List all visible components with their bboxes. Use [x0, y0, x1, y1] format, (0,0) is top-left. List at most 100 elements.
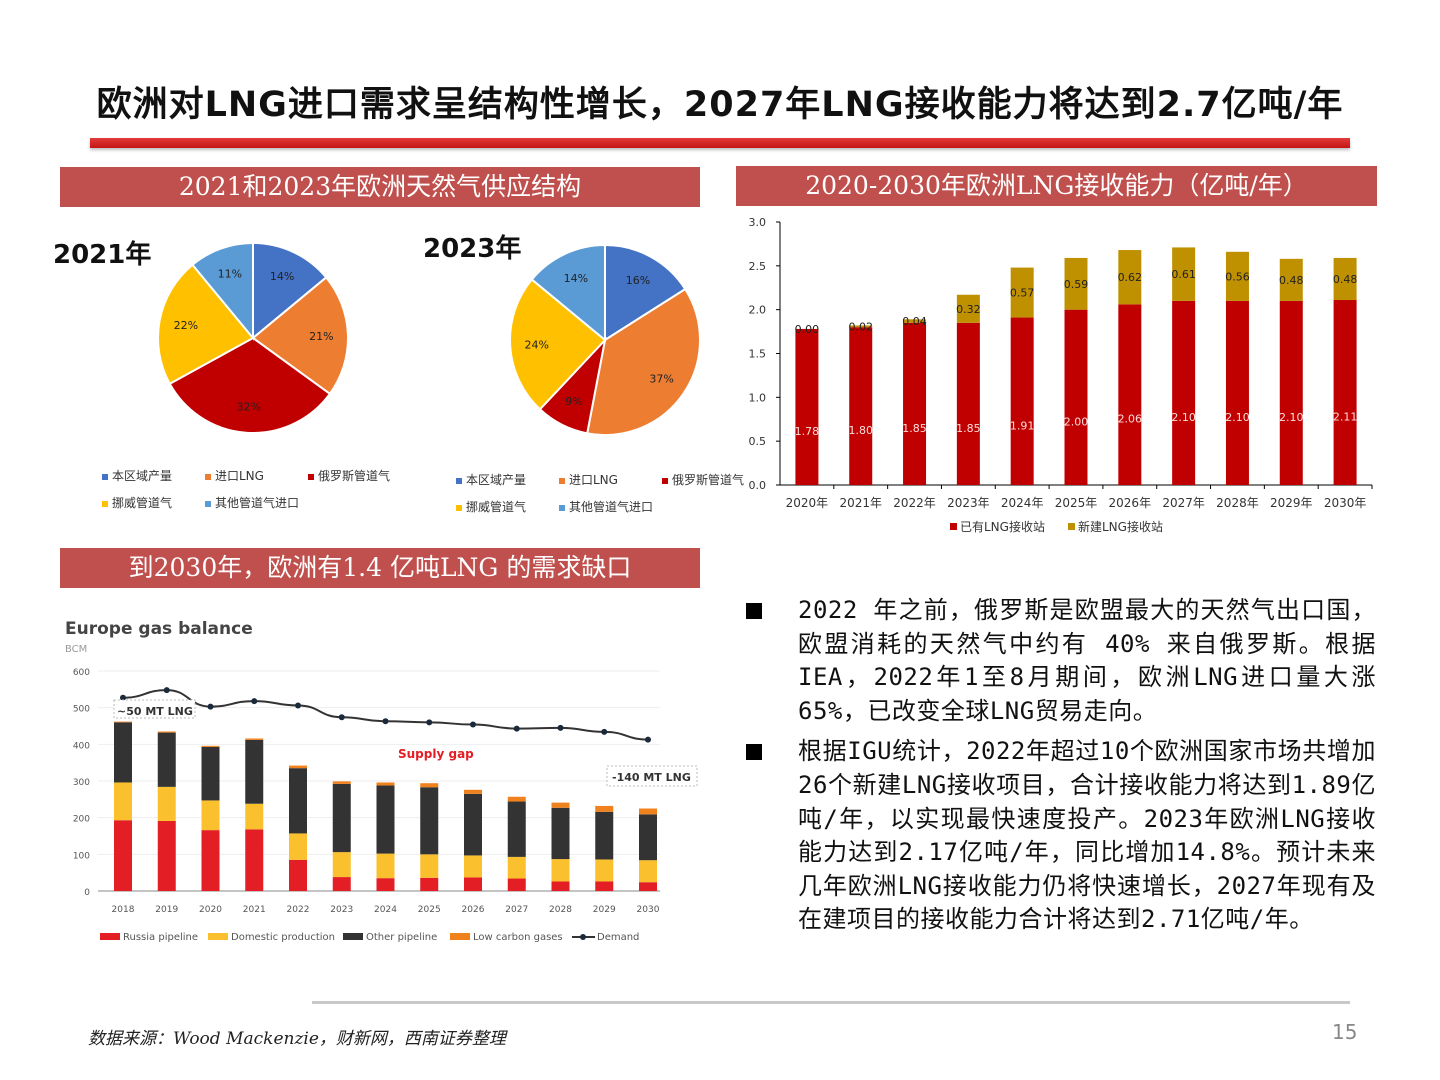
bar-segment: [289, 859, 307, 891]
bar-segment: [1333, 300, 1357, 485]
bar-segment: [595, 811, 614, 860]
bar-segment: [595, 859, 614, 882]
bar-data-label: 2.10: [1225, 411, 1250, 424]
legend-swatch: [205, 473, 211, 480]
bar-segment: [114, 782, 132, 821]
bar-segment: [1118, 250, 1142, 305]
legend-swatch: [662, 477, 668, 484]
bar-data-label: 0.48: [1333, 273, 1358, 286]
x-tick-label: 2029: [593, 905, 616, 915]
bar-segment: [376, 785, 395, 854]
x-tick-label: 2028年: [1216, 496, 1259, 510]
bar-segment: [464, 877, 482, 891]
bar-segment: [956, 294, 980, 323]
bar-segment: [1064, 257, 1088, 310]
bar-segment: [903, 319, 927, 323]
pie-slice: [509, 278, 607, 411]
y-tick-label: 400: [73, 741, 90, 751]
bar-segment: [245, 739, 264, 804]
x-tick-label: 2027年: [1162, 496, 1205, 510]
page-title: 欧洲对LNG进口需求呈结构性增长，2027年LNG接收能力将达到2.7亿吨/年: [96, 85, 1344, 125]
x-tick-label: 2026: [462, 905, 485, 915]
x-tick-label: 2029年: [1270, 496, 1313, 510]
bar-segment: [551, 859, 570, 882]
bar-segment: [551, 881, 570, 891]
legend-item: 进口LNG: [205, 467, 308, 484]
europe-gas-balance-chart: Europe gas balance BCM 0 100 200 300 400 500 600…: [65, 619, 698, 943]
legend-label: 其他管道气进口: [215, 496, 300, 510]
annotation-box: [606, 765, 698, 787]
demand-point: [557, 724, 564, 731]
bar-segment: [464, 793, 482, 856]
legend-swatch: [102, 473, 108, 480]
legend-label: 新建LNG接收站: [1078, 519, 1163, 534]
bar-data-label: 1.91: [1010, 419, 1035, 432]
legend-item: 进口LNG: [559, 471, 662, 488]
bar-segment: [1010, 267, 1034, 318]
demand-point: [382, 718, 389, 725]
demand-point: [426, 719, 433, 726]
commentary-text: 2022 年之前，俄罗斯是欧盟最大的天然气出口国，欧盟消耗的天然气中约有 40%…: [746, 590, 1386, 937]
bar-segment: [595, 881, 614, 891]
bar-segment: [201, 830, 220, 891]
legend-item: 其他管道气进口: [205, 494, 308, 511]
y-tick-label: 0.5: [749, 435, 767, 448]
demand-line: [122, 689, 649, 741]
bar-segment: [639, 814, 657, 861]
y-tick-label: 100: [73, 851, 90, 861]
pie-slice: [168, 336, 332, 434]
bar-segment: [507, 796, 526, 802]
legend-label: Russia pipeline: [123, 932, 198, 943]
bar-segment: [849, 325, 873, 328]
bar-segment: [507, 801, 526, 857]
x-tick-label: 2020年: [786, 496, 829, 510]
legend-label: Low carbon gases: [473, 932, 563, 943]
legend-item: 俄罗斯管道气: [662, 471, 757, 488]
x-tick-label: 2028: [549, 905, 572, 915]
pie-2023-label: 2023年: [423, 234, 522, 264]
bar-segment: [332, 852, 351, 878]
bar-segment: [1225, 300, 1249, 485]
x-tick-label: 2024年: [1001, 496, 1044, 510]
x-tick-label: 2023年: [947, 496, 990, 510]
bar-segment: [551, 807, 570, 860]
demand-point: [251, 698, 258, 705]
pie-data-label: 37%: [649, 372, 673, 385]
legend-swatch: [208, 933, 228, 940]
y-tick-label: 300: [73, 778, 90, 788]
legend-label: 俄罗斯管道气: [318, 469, 391, 483]
bar-data-label: 1.85: [902, 422, 927, 435]
legend-swatch: [456, 504, 462, 511]
legend-swatch: [456, 477, 462, 484]
x-tick-label: 2024: [374, 905, 397, 915]
chart-title: Europe gas balance: [65, 619, 253, 639]
pie-slice: [252, 241, 328, 341]
x-tick-label: 2018: [112, 905, 135, 915]
legend-label: 俄罗斯管道气: [672, 473, 745, 487]
bar-segment: [1172, 247, 1196, 301]
demand-point: [120, 694, 126, 701]
legend-item: 本区域产量: [456, 471, 559, 488]
demand-point: [163, 687, 170, 694]
pie-slice: [604, 243, 687, 342]
pie-data-label: 14%: [270, 270, 294, 283]
bar-segment: [201, 745, 220, 747]
bar-segment: [903, 322, 927, 485]
bar-segment: [420, 877, 439, 891]
legend-item: 本区域产量: [102, 467, 205, 484]
x-tick-label: 2019: [155, 905, 178, 915]
y-tick-label: 0.0: [749, 479, 767, 492]
bar-segment: [507, 856, 526, 879]
legend-swatch: [343, 933, 363, 940]
legend-marker: [580, 934, 586, 940]
legend-swatch: [450, 933, 470, 940]
legend-label: 挪威管道气: [112, 496, 173, 510]
legend-label: 已有LNG接收站: [960, 519, 1045, 534]
x-tick-label: 2022: [287, 905, 310, 915]
bar-segment: [639, 860, 657, 883]
bar-segment: [245, 829, 264, 891]
pie-data-label: 22%: [174, 319, 198, 332]
bar-data-label: 0.04: [902, 315, 927, 328]
bar-data-label: 0.62: [1118, 271, 1143, 284]
y-axis-unit: BCM: [65, 644, 87, 655]
